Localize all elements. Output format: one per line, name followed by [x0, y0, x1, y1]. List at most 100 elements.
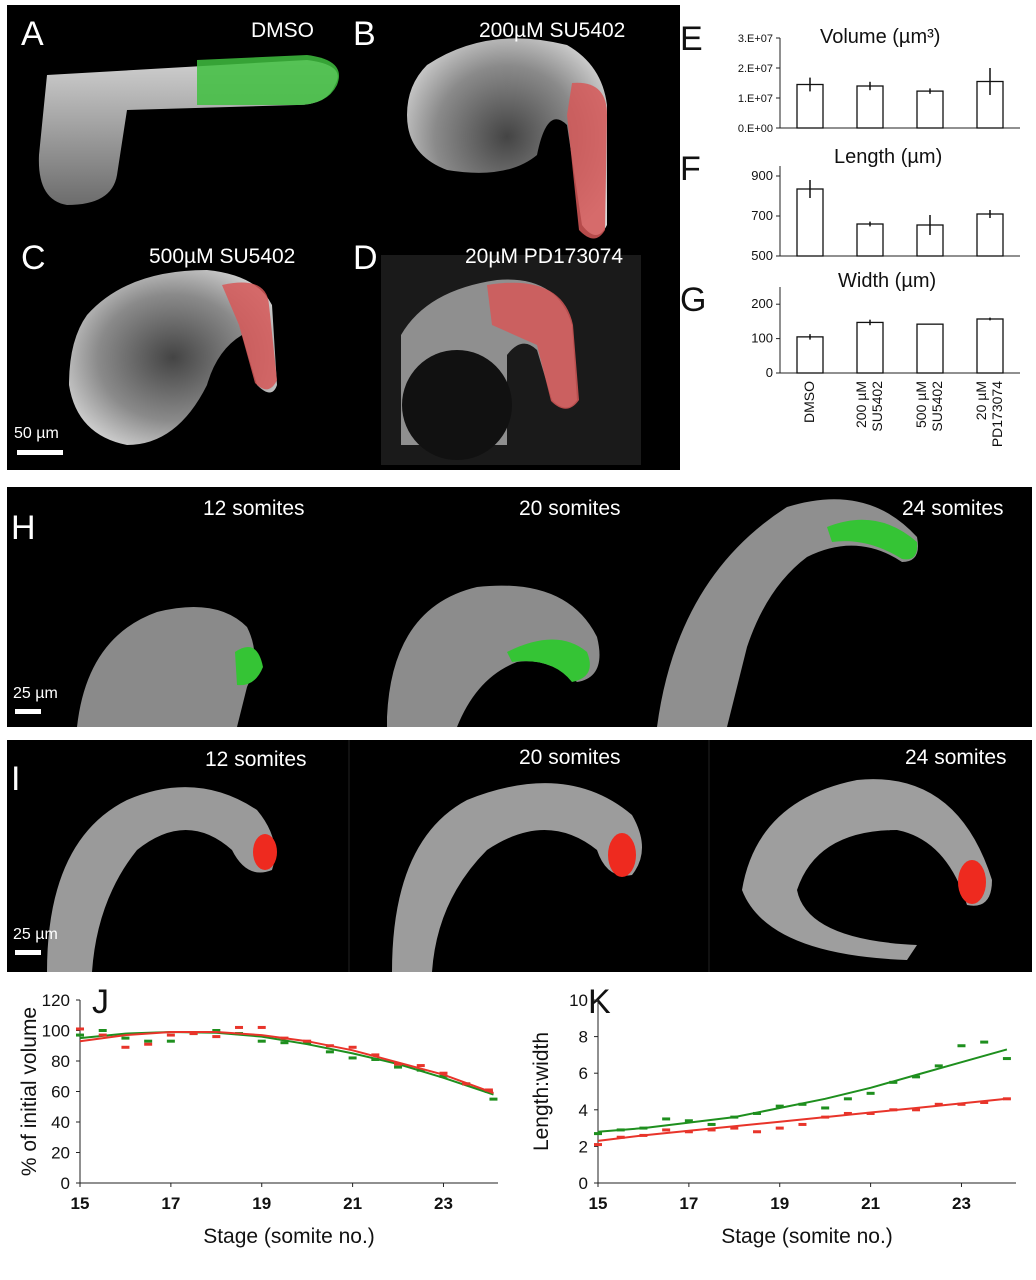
panel-letter-I: I	[11, 760, 21, 798]
y-tick-label: 2.E+07	[738, 63, 773, 75]
green-data-point	[325, 1050, 334, 1054]
red-data-point	[616, 1135, 625, 1139]
panel-letter-E: E	[680, 20, 703, 58]
y-tick-label: 0.E+00	[738, 123, 773, 135]
stage-label-H-1: 12 somites	[203, 497, 305, 520]
red-data-point	[394, 1062, 403, 1066]
panel-letter-D: D	[353, 239, 378, 277]
y-tick-label: 100	[751, 331, 773, 346]
red-data-point	[707, 1128, 716, 1132]
scale-bar-H	[15, 709, 41, 714]
green-data-point	[889, 1080, 898, 1084]
y-tick-label: 120	[42, 991, 70, 1010]
condition-label-D: 20µM PD173074	[465, 245, 624, 268]
bar	[856, 85, 884, 129]
stage-label-I-1: 12 somites	[205, 748, 307, 771]
green-data-point	[280, 1041, 289, 1045]
x-axis-label: Stage (somite no.)	[203, 1225, 375, 1248]
green-data-point	[866, 1091, 875, 1095]
embryo-I-24	[742, 779, 992, 960]
red-data-point	[662, 1128, 671, 1132]
green-data-point	[730, 1115, 739, 1119]
panel-letter-H: H	[11, 509, 36, 547]
green-data-point	[257, 1039, 266, 1043]
stage-label-H-3: 24 somites	[902, 497, 1004, 520]
y-tick-label: 6	[579, 1064, 588, 1083]
red-data-point	[98, 1033, 107, 1037]
scatter-chart-length-width: 0 2 4 6 8 10 15 17 19 21 23 Stage (somite no.) Lengt…	[530, 991, 1016, 1248]
green-data-point	[144, 1039, 153, 1043]
green-data-point	[662, 1117, 671, 1121]
red-data-point	[166, 1033, 175, 1037]
green-data-point	[798, 1102, 807, 1106]
stage-label-I-2: 20 somites	[519, 746, 621, 769]
embryo-H-20	[387, 585, 600, 727]
green-data-point	[489, 1097, 498, 1101]
green-data-point	[394, 1065, 403, 1069]
embryo-I-12	[47, 787, 277, 972]
y-tick-label: 20	[51, 1144, 70, 1163]
y-tick-label: 1.E+07	[738, 93, 773, 105]
y-tick-label: 0	[579, 1174, 588, 1193]
micrograph-drawings-H	[77, 499, 918, 727]
green-data-point	[912, 1075, 921, 1079]
y-tick-label: 80	[51, 1052, 70, 1071]
bar	[796, 336, 824, 374]
x-tick-label: 17	[679, 1194, 698, 1213]
scatter-chart-volume: 0 20 40 60 80 100 120 15 17 19 21 23 Stage (somite n…	[18, 991, 498, 1248]
bar-chart-width: 0 100 200 DMSO 200 µMSU5402 500 µMSU5402 20 µM…	[751, 287, 1020, 447]
condition-label-B: 200µM SU5402	[479, 19, 626, 42]
green-data-point	[303, 1041, 312, 1045]
red-data-point	[639, 1133, 648, 1137]
stage-label-H-2: 20 somites	[519, 497, 621, 520]
green-data-point	[707, 1122, 716, 1126]
green-data-point	[76, 1033, 84, 1037]
embryo-B	[407, 38, 607, 239]
green-data-point	[684, 1119, 693, 1123]
panel-letter-C: C	[21, 239, 46, 277]
green-data-point	[775, 1104, 784, 1108]
x-tick-label: 20 µMPD173074	[973, 381, 1005, 447]
bar	[796, 188, 824, 257]
panel-letter-B: B	[353, 15, 376, 53]
scale-label-top: 50 µm	[14, 425, 59, 442]
bar	[976, 318, 1004, 374]
red-data-point	[775, 1126, 784, 1130]
x-tick-label: 200 µMSU5402	[853, 381, 885, 432]
x-tick-label: 21	[343, 1194, 362, 1213]
condition-label-C: 500µM SU5402	[149, 245, 296, 268]
stage-label-I-3: 24 somites	[905, 746, 1007, 769]
red-data-point	[371, 1053, 380, 1057]
y-tick-label: 900	[751, 168, 773, 183]
condition-label-A: DMSO	[251, 19, 314, 42]
red-data-point	[957, 1102, 966, 1106]
embryo-H-24	[657, 499, 918, 727]
y-axis-label: Length:width	[530, 1032, 553, 1151]
red-data-point	[462, 1082, 471, 1086]
red-data-point	[889, 1108, 898, 1112]
bar	[796, 83, 824, 129]
red-data-point	[189, 1032, 198, 1036]
x-tick-label: 23	[952, 1194, 971, 1213]
green-data-point	[616, 1128, 625, 1132]
embryo-C	[69, 270, 277, 445]
red-data-point	[753, 1130, 762, 1134]
micrograph-drawings	[38, 38, 641, 465]
green-data-point	[980, 1040, 989, 1044]
y-tick-label: 700	[751, 208, 773, 223]
y-tick-label: 10	[569, 991, 588, 1010]
bar-chart-length: 500 700 900	[751, 166, 1020, 263]
bar	[916, 323, 944, 374]
panel-letter-F: F	[680, 150, 701, 188]
bar	[976, 213, 1004, 257]
chart-title-E: Volume (µm³)	[820, 26, 941, 48]
bar	[856, 321, 884, 374]
y-tick-label: 40	[51, 1113, 70, 1132]
red-data-point	[303, 1039, 312, 1043]
x-tick-label: 19	[770, 1194, 789, 1213]
y-tick-label: 60	[51, 1083, 70, 1102]
red-data-point	[348, 1045, 357, 1049]
embryo-A	[38, 55, 339, 205]
green-data-point	[821, 1106, 830, 1110]
embryo-H-12	[77, 607, 263, 727]
